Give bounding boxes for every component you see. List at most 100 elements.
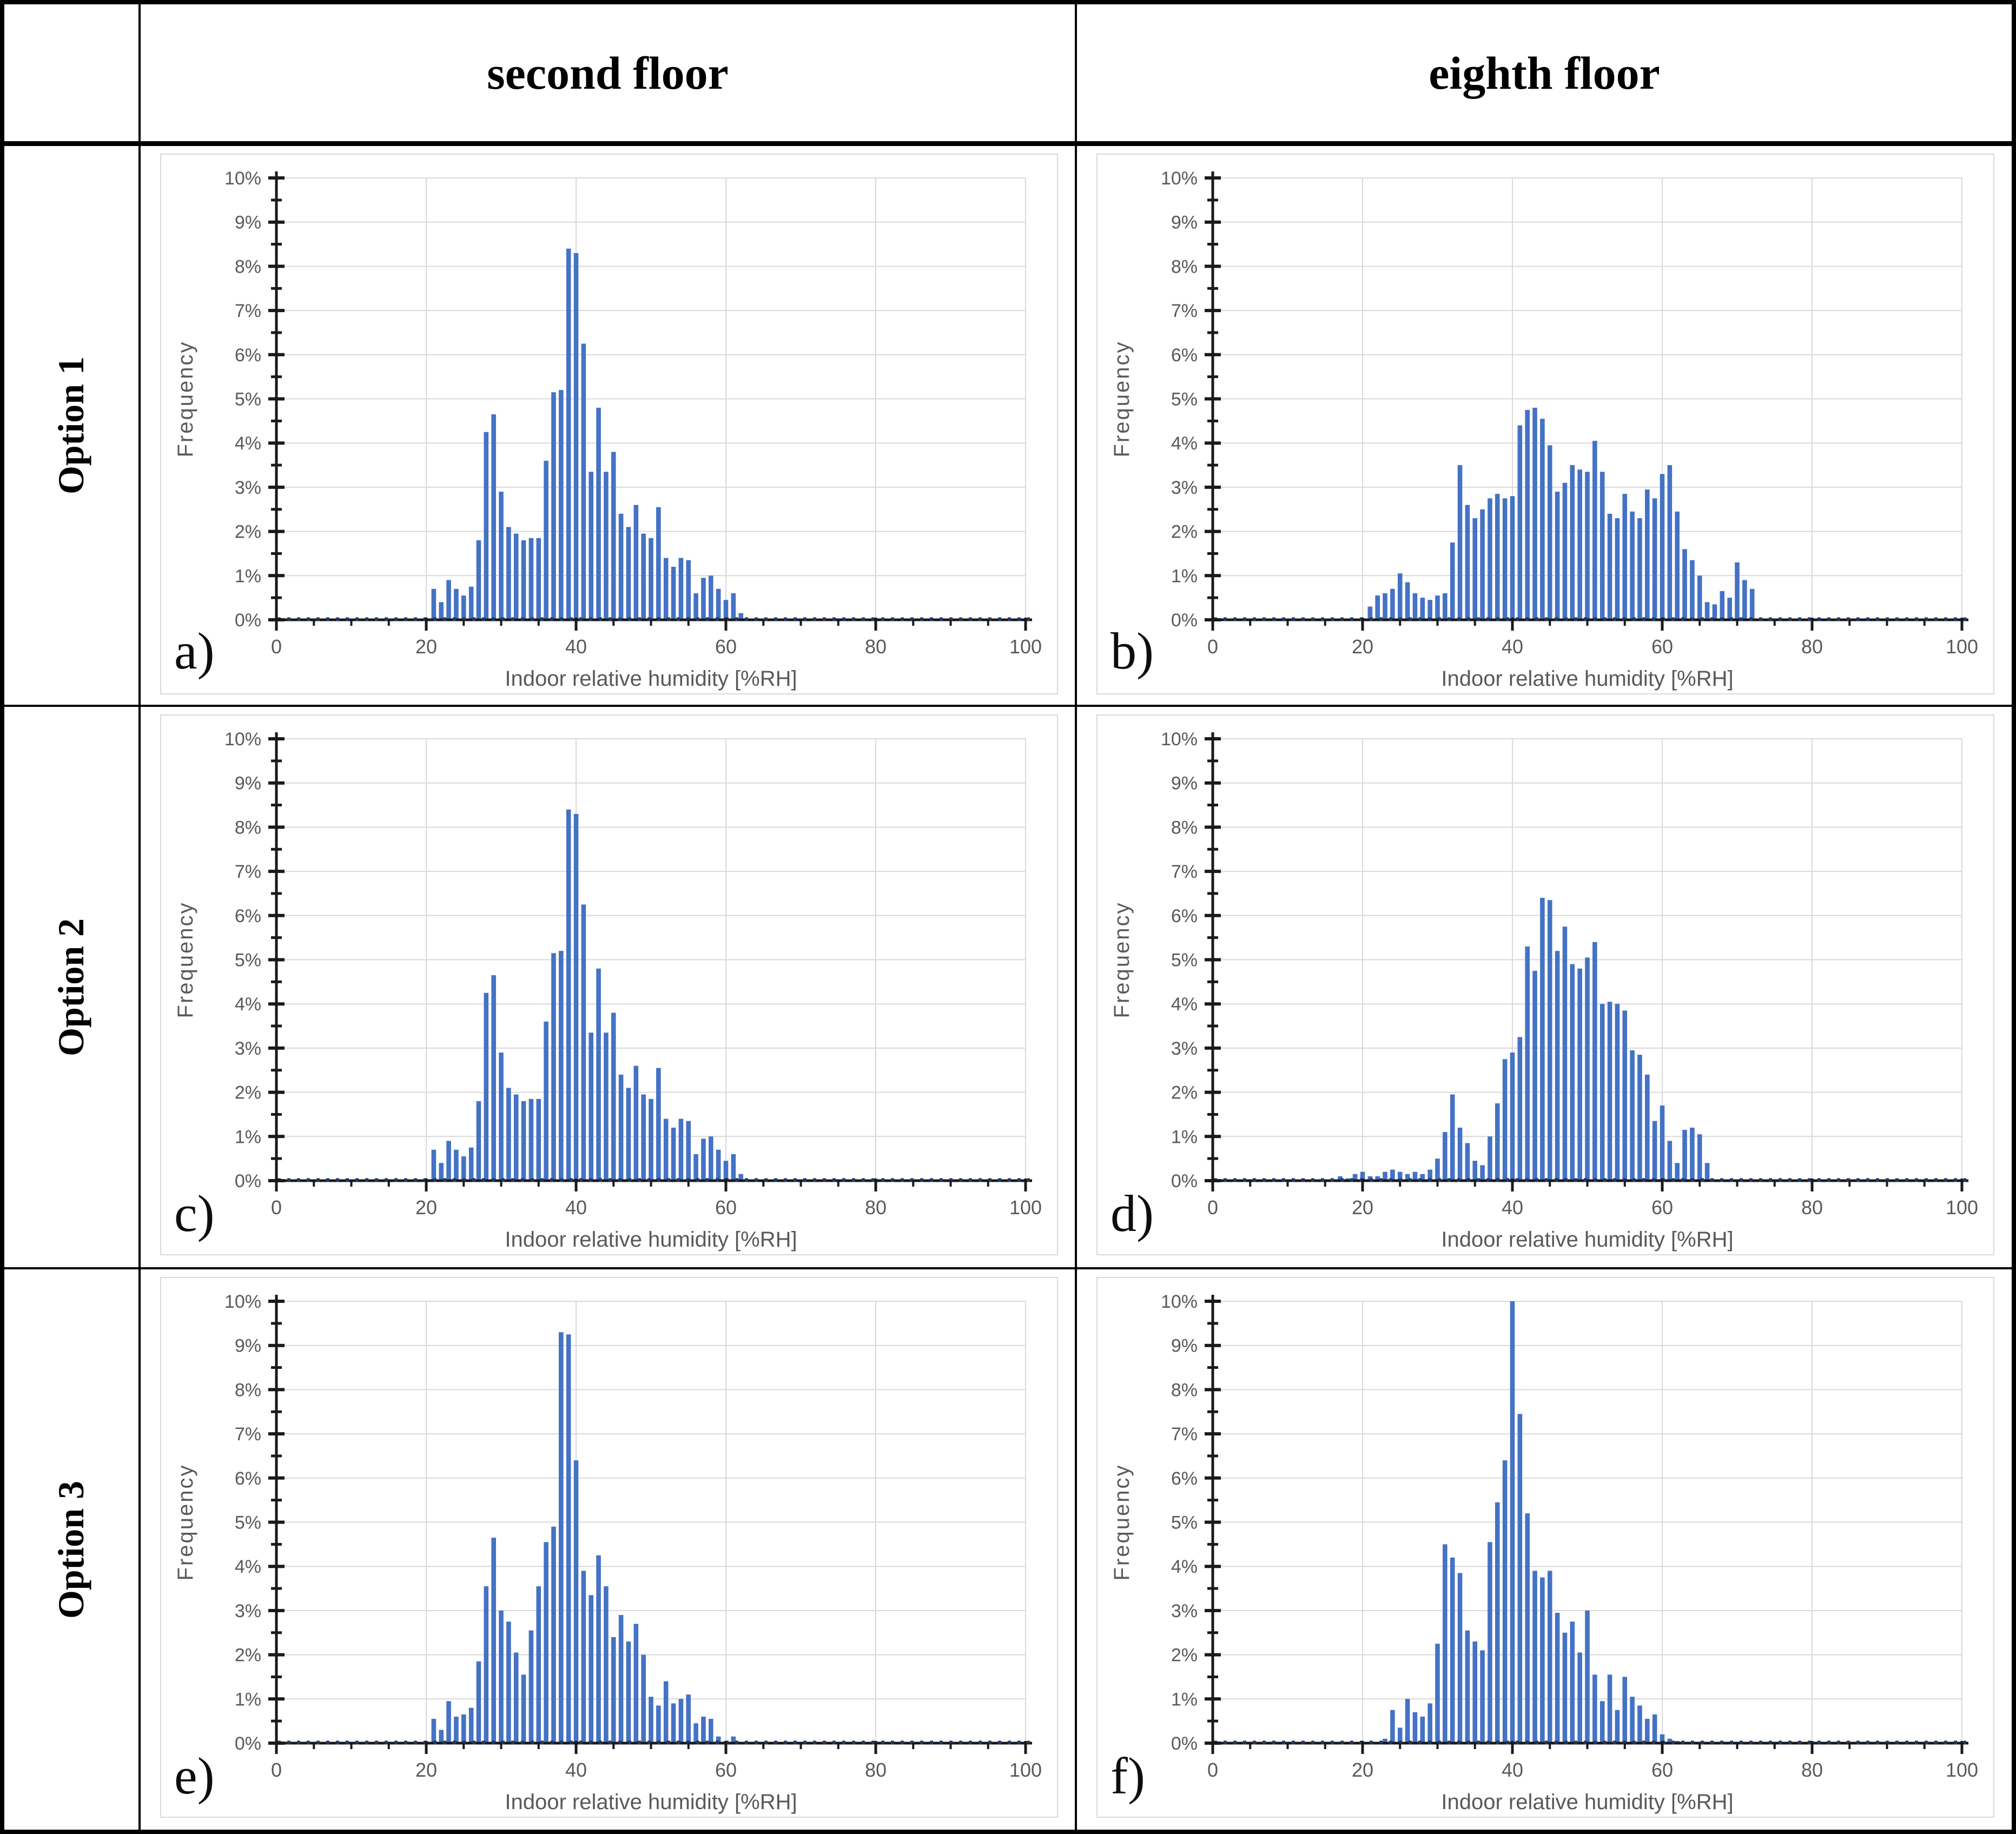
svg-text:6%: 6% bbox=[235, 1468, 261, 1489]
svg-text:9%: 9% bbox=[1171, 213, 1198, 233]
svg-text:100: 100 bbox=[1946, 1196, 1978, 1219]
svg-text:0: 0 bbox=[271, 1759, 282, 1781]
svg-text:10%: 10% bbox=[1161, 729, 1198, 750]
svg-text:Frequency: Frequency bbox=[174, 1464, 197, 1581]
svg-text:100: 100 bbox=[1009, 1196, 1042, 1219]
svg-text:80: 80 bbox=[1801, 1196, 1823, 1219]
row-label-text: Option 1 bbox=[50, 356, 92, 495]
svg-text:0%: 0% bbox=[1171, 1733, 1198, 1754]
svg-text:7%: 7% bbox=[235, 301, 261, 321]
svg-text:6%: 6% bbox=[235, 345, 261, 366]
svg-text:2%: 2% bbox=[235, 1083, 261, 1103]
svg-text:9%: 9% bbox=[235, 773, 261, 794]
svg-text:9%: 9% bbox=[235, 1336, 261, 1356]
svg-text:4%: 4% bbox=[235, 994, 261, 1015]
svg-text:3%: 3% bbox=[1171, 1601, 1198, 1621]
row-label-option-1: Option 1 bbox=[4, 146, 141, 707]
svg-text:2%: 2% bbox=[1171, 522, 1198, 542]
svg-text:5%: 5% bbox=[1171, 389, 1198, 410]
svg-text:Indoor relative humidity [%RH]: Indoor relative humidity [%RH] bbox=[505, 667, 797, 691]
svg-text:20: 20 bbox=[415, 635, 437, 658]
chart-cell-a: 0% 1% 2% 3% 4% 5% 6% 7% 8% 9% 10% 0 20 40 60 80 100 Indoo… bbox=[141, 146, 1077, 707]
svg-text:10%: 10% bbox=[224, 1292, 261, 1312]
svg-text:5%: 5% bbox=[235, 1513, 261, 1533]
svg-text:80: 80 bbox=[865, 1196, 887, 1219]
svg-text:Frequency: Frequency bbox=[1110, 341, 1134, 458]
svg-text:60: 60 bbox=[1651, 1196, 1673, 1219]
histogram-a: 0% 1% 2% 3% 4% 5% 6% 7% 8% 9% 10% 0 20 40 60 80 100 Indoo… bbox=[160, 154, 1058, 694]
svg-text:60: 60 bbox=[715, 635, 737, 658]
svg-text:Indoor relative humidity [%RH]: Indoor relative humidity [%RH] bbox=[505, 1790, 797, 1814]
svg-text:7%: 7% bbox=[1171, 301, 1198, 321]
col-header-second-floor: second floor bbox=[141, 4, 1077, 146]
svg-text:8%: 8% bbox=[1171, 817, 1198, 838]
row-label-text: Option 3 bbox=[50, 1480, 92, 1619]
col-header-eighth-floor: eighth floor bbox=[1077, 4, 2012, 146]
svg-text:7%: 7% bbox=[1171, 862, 1198, 882]
svg-text:Frequency: Frequency bbox=[1110, 902, 1134, 1018]
svg-text:40: 40 bbox=[565, 635, 587, 658]
svg-text:3%: 3% bbox=[1171, 1038, 1198, 1059]
panel-label-f: f) bbox=[1111, 1747, 1145, 1805]
svg-text:0%: 0% bbox=[1171, 610, 1198, 631]
svg-text:80: 80 bbox=[1801, 635, 1823, 658]
svg-text:4%: 4% bbox=[235, 433, 261, 454]
row-label-option-2: Option 2 bbox=[4, 707, 141, 1269]
chart-cell-e: 0% 1% 2% 3% 4% 5% 6% 7% 8% 9% 10% 0 20 40 60 80 100 Indoo… bbox=[141, 1269, 1077, 1830]
svg-text:Frequency: Frequency bbox=[174, 341, 197, 458]
svg-text:60: 60 bbox=[715, 1759, 737, 1781]
svg-text:7%: 7% bbox=[235, 1424, 261, 1445]
svg-text:3%: 3% bbox=[1171, 478, 1198, 498]
svg-text:40: 40 bbox=[1502, 635, 1523, 658]
svg-text:5%: 5% bbox=[235, 950, 261, 971]
svg-text:60: 60 bbox=[1651, 1759, 1673, 1781]
svg-text:1%: 1% bbox=[1171, 566, 1198, 586]
svg-text:80: 80 bbox=[865, 1759, 887, 1781]
svg-text:Frequency: Frequency bbox=[174, 902, 197, 1018]
svg-text:1%: 1% bbox=[235, 1689, 261, 1710]
svg-text:10%: 10% bbox=[1161, 1292, 1198, 1312]
svg-text:5%: 5% bbox=[235, 389, 261, 410]
svg-text:2%: 2% bbox=[235, 1645, 261, 1666]
svg-text:40: 40 bbox=[1502, 1196, 1523, 1219]
histogram-f: 0% 1% 2% 3% 4% 5% 6% 7% 8% 9% 10% 0 20 40 60 80 100 Indoo… bbox=[1096, 1277, 1994, 1818]
svg-text:2%: 2% bbox=[235, 522, 261, 542]
svg-text:2%: 2% bbox=[1171, 1645, 1198, 1666]
panel-label-b: b) bbox=[1111, 622, 1154, 680]
svg-text:10%: 10% bbox=[224, 729, 261, 750]
svg-text:6%: 6% bbox=[235, 906, 261, 926]
svg-text:8%: 8% bbox=[1171, 1380, 1198, 1400]
svg-text:9%: 9% bbox=[1171, 1336, 1198, 1356]
svg-text:10%: 10% bbox=[224, 168, 261, 189]
svg-text:20: 20 bbox=[1352, 1759, 1373, 1781]
histogram-e: 0% 1% 2% 3% 4% 5% 6% 7% 8% 9% 10% 0 20 40 60 80 100 Indoo… bbox=[160, 1277, 1058, 1818]
chart-cell-c: 0% 1% 2% 3% 4% 5% 6% 7% 8% 9% 10% 0 20 40 60 80 100 Indoo… bbox=[141, 707, 1077, 1269]
svg-text:3%: 3% bbox=[235, 1601, 261, 1621]
svg-text:Indoor relative humidity [%RH]: Indoor relative humidity [%RH] bbox=[1441, 1790, 1733, 1814]
col-header-label: second floor bbox=[487, 47, 729, 99]
svg-text:20: 20 bbox=[1352, 1196, 1373, 1219]
svg-text:0: 0 bbox=[1207, 1759, 1218, 1781]
chart-cell-b: 0% 1% 2% 3% 4% 5% 6% 7% 8% 9% 10% 0 20 40 60 80 100 Indoo… bbox=[1077, 146, 2012, 707]
row-label-text: Option 2 bbox=[50, 918, 92, 1056]
svg-text:100: 100 bbox=[1009, 1759, 1042, 1781]
svg-text:Indoor relative humidity [%RH]: Indoor relative humidity [%RH] bbox=[1441, 1228, 1733, 1252]
panel-label-e: e) bbox=[174, 1747, 215, 1805]
svg-text:20: 20 bbox=[415, 1196, 437, 1219]
svg-text:8%: 8% bbox=[1171, 256, 1198, 277]
svg-text:80: 80 bbox=[865, 635, 887, 658]
svg-text:4%: 4% bbox=[1171, 1557, 1198, 1577]
svg-text:100: 100 bbox=[1946, 635, 1978, 658]
svg-text:10%: 10% bbox=[1161, 168, 1198, 189]
svg-text:6%: 6% bbox=[1171, 906, 1198, 926]
histogram-b: 0% 1% 2% 3% 4% 5% 6% 7% 8% 9% 10% 0 20 40 60 80 100 Indoo… bbox=[1096, 154, 1994, 694]
svg-text:8%: 8% bbox=[235, 256, 261, 277]
svg-text:1%: 1% bbox=[235, 1127, 261, 1147]
svg-text:2%: 2% bbox=[1171, 1083, 1198, 1103]
panel-label-a: a) bbox=[174, 622, 215, 680]
svg-text:40: 40 bbox=[1502, 1759, 1523, 1781]
corner-cell bbox=[4, 4, 141, 146]
histogram-c: 0% 1% 2% 3% 4% 5% 6% 7% 8% 9% 10% 0 20 40 60 80 100 Indoo… bbox=[160, 714, 1058, 1255]
col-header-label: eighth floor bbox=[1429, 47, 1660, 99]
svg-text:60: 60 bbox=[715, 1196, 737, 1219]
